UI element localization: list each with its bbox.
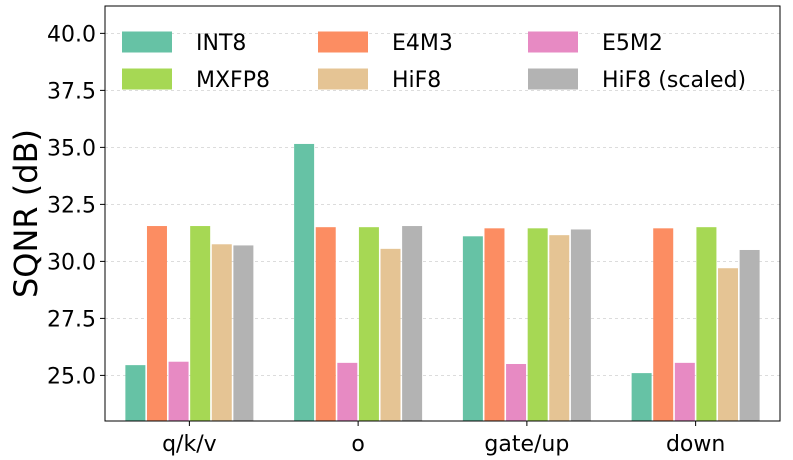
legend-entry-label: MXFP8: [196, 68, 270, 93]
bar: [696, 227, 717, 421]
legend: INT8 E4M3 E5M2 MXFP8 HiF8 HiF8 (scaled): [122, 31, 746, 93]
bar: [570, 229, 591, 421]
bar: [462, 236, 483, 421]
bar: [315, 227, 336, 421]
legend-entry-label: E5M2: [602, 31, 663, 56]
y-tick-label: 35.0: [47, 136, 96, 161]
y-tick-label: 32.5: [47, 193, 96, 218]
bar: [380, 248, 401, 421]
x-tick-label: o: [351, 432, 364, 457]
plot-frame: [104, 5, 781, 422]
bar: [337, 362, 358, 421]
legend-entry-label: HiF8 (scaled): [602, 68, 746, 93]
bar: [631, 373, 652, 421]
x-tick-label: q/k/v: [162, 432, 217, 457]
x-axis-ticks: q/k/v o gate/up down: [162, 421, 725, 457]
bars-layer: [125, 143, 760, 421]
bar: [211, 244, 232, 421]
bar: [674, 362, 695, 421]
bar: [506, 363, 527, 421]
y-axis-ticks: 25.0 27.5 30.0 32.5 35.0 37.5 40.0: [47, 22, 105, 389]
bar: [653, 228, 674, 421]
legend-swatch: [318, 68, 368, 90]
x-tick-label: down: [666, 432, 725, 457]
legend-swatch: [528, 68, 578, 90]
bar: [527, 228, 548, 421]
y-tick-label: 25.0: [47, 364, 96, 389]
bar: [294, 143, 315, 421]
bar: [190, 226, 211, 421]
bar: [146, 226, 167, 421]
legend-swatch: [122, 68, 172, 90]
bar: [718, 268, 739, 421]
legend-swatch: [528, 31, 578, 53]
y-tick-label: 27.5: [47, 307, 96, 332]
bar: [233, 245, 254, 421]
x-tick-label: gate/up: [484, 432, 569, 457]
y-tick-label: 40.0: [47, 22, 96, 47]
bar: [125, 365, 146, 421]
bar: [549, 235, 570, 421]
bar: [484, 228, 505, 421]
bar: [739, 249, 760, 421]
legend-swatch: [122, 31, 172, 53]
grid-layer: [105, 32, 780, 376]
y-tick-label: 30.0: [47, 250, 96, 275]
bar: [402, 226, 423, 421]
y-axis-label: SQNR (dB): [7, 129, 45, 298]
legend-swatch: [318, 31, 368, 53]
bar: [358, 227, 379, 421]
legend-entry-label: INT8: [196, 31, 246, 56]
legend-entry-label: HiF8: [392, 68, 441, 93]
y-tick-label: 37.5: [47, 79, 96, 104]
bar: [168, 361, 189, 421]
legend-entry-label: E4M3: [392, 31, 453, 56]
